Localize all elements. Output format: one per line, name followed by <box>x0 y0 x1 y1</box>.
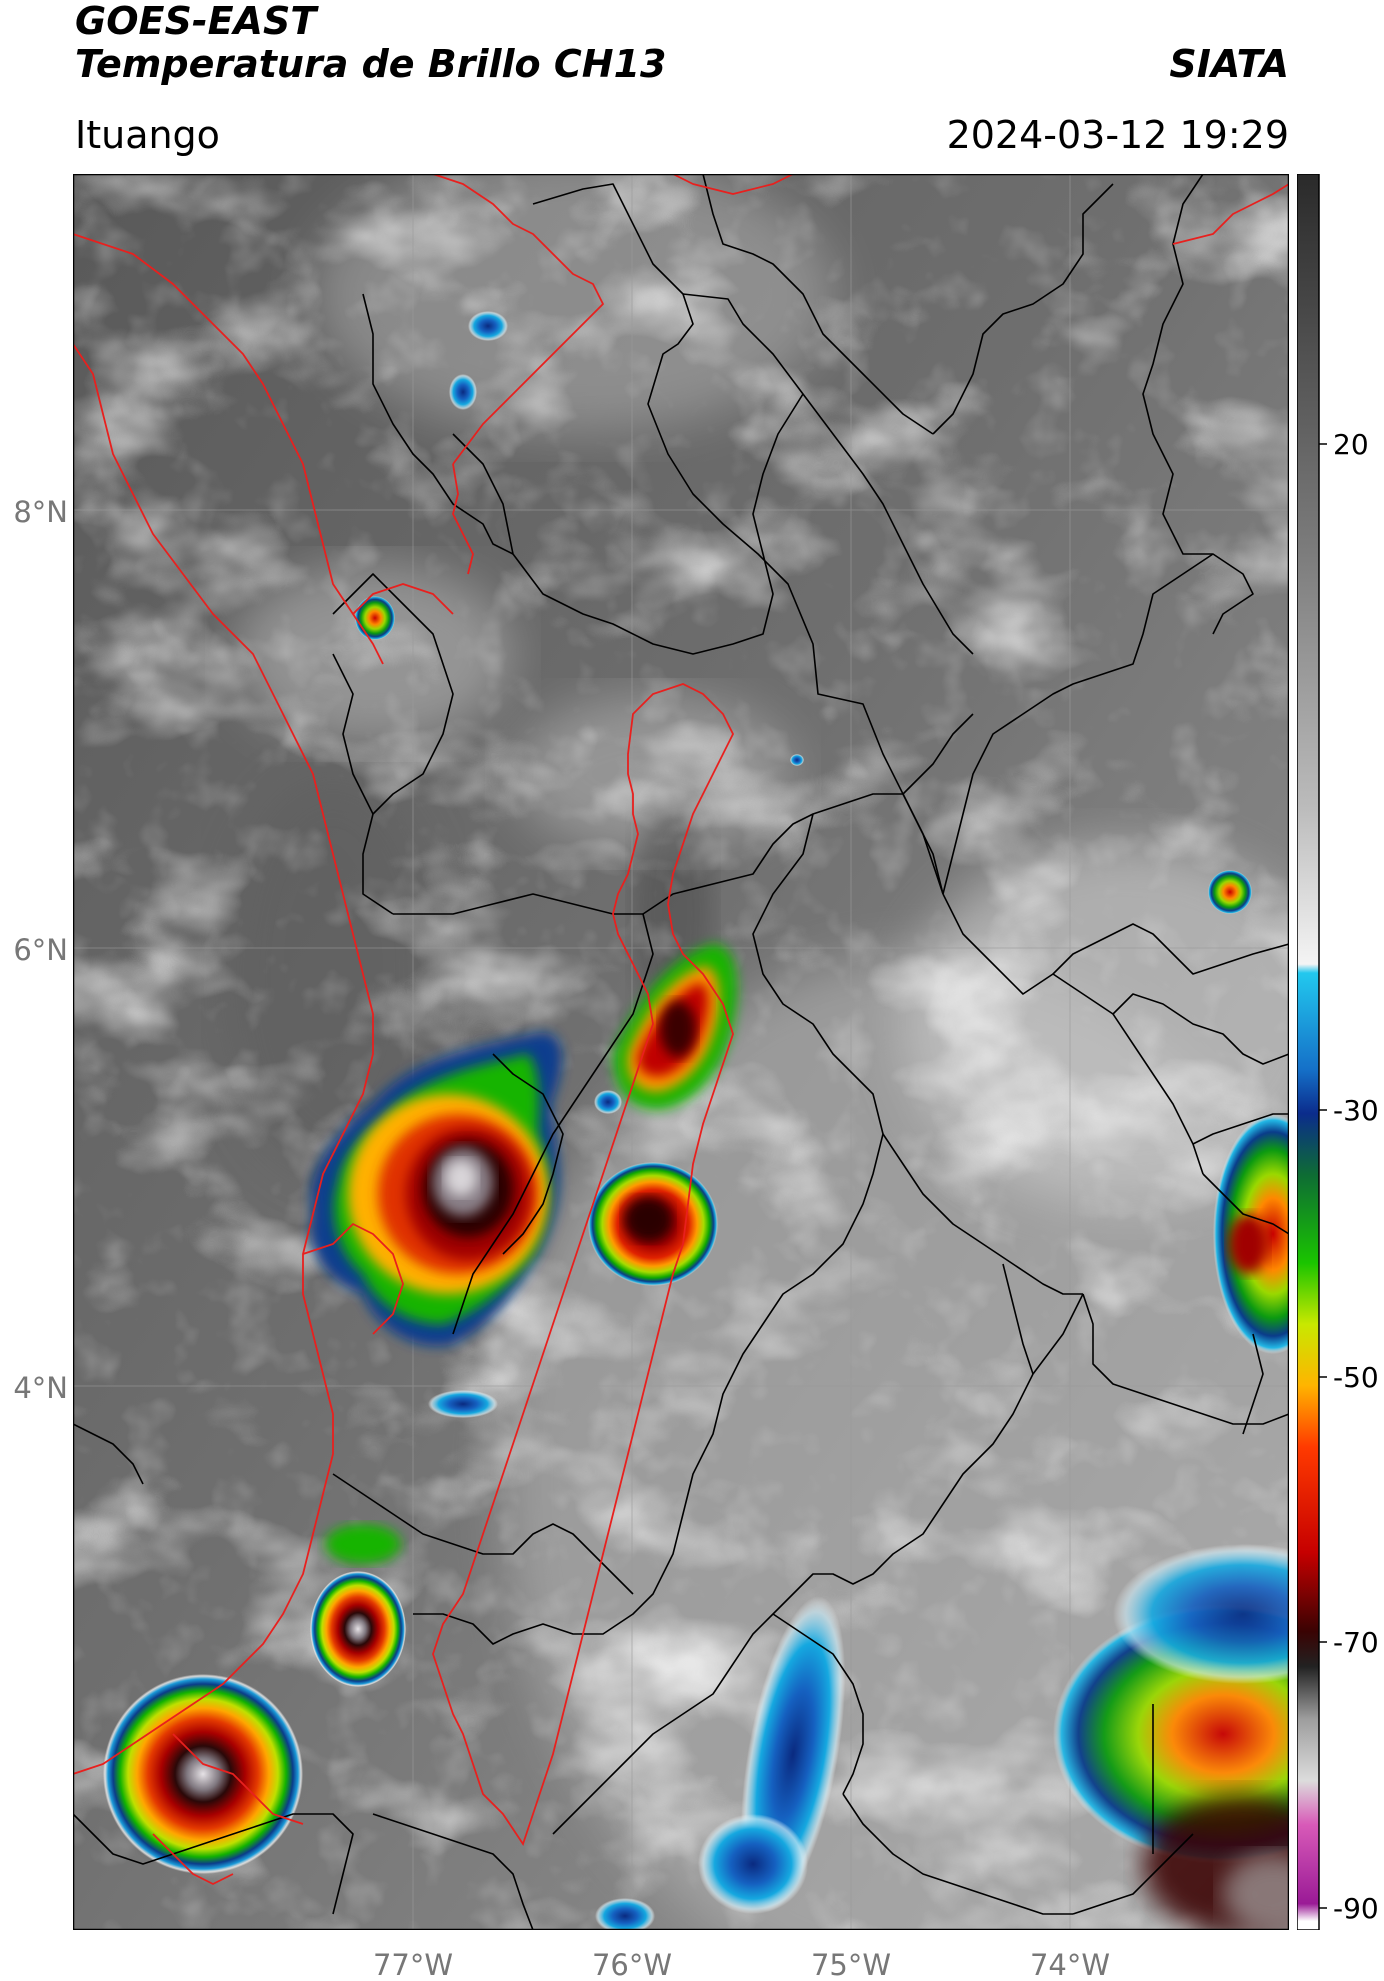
department-boundaries <box>73 174 1289 1930</box>
colorbar-tick-20: 20 <box>1333 428 1369 461</box>
map-frame <box>73 174 1289 1930</box>
lat-label-4n: 4°N <box>13 1371 68 1405</box>
colorbar-tick-minus90: -90 <box>1333 1892 1379 1925</box>
storm-cell-icon <box>311 1032 562 1346</box>
storm-cell-icon <box>790 754 804 766</box>
lat-label-6n: 6°N <box>13 933 68 967</box>
storm-cell-icon <box>1213 1114 1289 1354</box>
colorbar: 20 -30 -50 -70 -90 <box>1297 174 1379 1930</box>
storm-cell-icon <box>1208 870 1252 914</box>
storm-cell-icon <box>428 1390 498 1418</box>
timestamp-label: 2024-03-12 19:29 <box>946 113 1289 157</box>
brand-label: SIATA <box>1169 42 1289 86</box>
storm-cells <box>103 311 1289 1930</box>
storm-cell-icon <box>449 374 477 410</box>
storm-cell-icon <box>310 1524 406 1687</box>
location-label: Ituango <box>75 113 220 157</box>
satellite-map[interactable] <box>73 174 1289 1930</box>
coastline-boundary <box>73 174 1289 1885</box>
colorbar-tick-minus50: -50 <box>1333 1361 1379 1394</box>
graticule <box>73 174 1289 1930</box>
storm-cell-icon <box>588 1162 718 1286</box>
colorbar-tick-minus30: -30 <box>1333 1094 1379 1127</box>
storm-cell-icon <box>698 1596 846 1914</box>
lat-label-8n: 8°N <box>13 495 68 529</box>
storm-cell-icon <box>595 1898 655 1930</box>
watershed-boundary <box>432 683 735 1847</box>
product-title: Temperatura de Brillo CH13 <box>75 42 667 86</box>
colorbar-tick-minus70: -70 <box>1333 1626 1379 1659</box>
storm-cell-icon <box>103 1674 303 1874</box>
storm-cell-icon <box>1053 1544 1289 1930</box>
storm-cell-icon <box>468 311 508 341</box>
lon-label-75w: 75°W <box>811 1948 891 1981</box>
satellite-title: GOES-EAST <box>75 0 317 43</box>
colorbar-gradient <box>1297 174 1320 1930</box>
storm-cell-icon <box>594 1090 622 1114</box>
storm-cell-icon <box>355 596 395 640</box>
lon-label-74w: 74°W <box>1030 1948 1110 1981</box>
lon-label-76w: 76°W <box>592 1948 672 1981</box>
lon-label-77w: 77°W <box>373 1948 453 1981</box>
storm-cell-icon <box>613 944 737 1110</box>
